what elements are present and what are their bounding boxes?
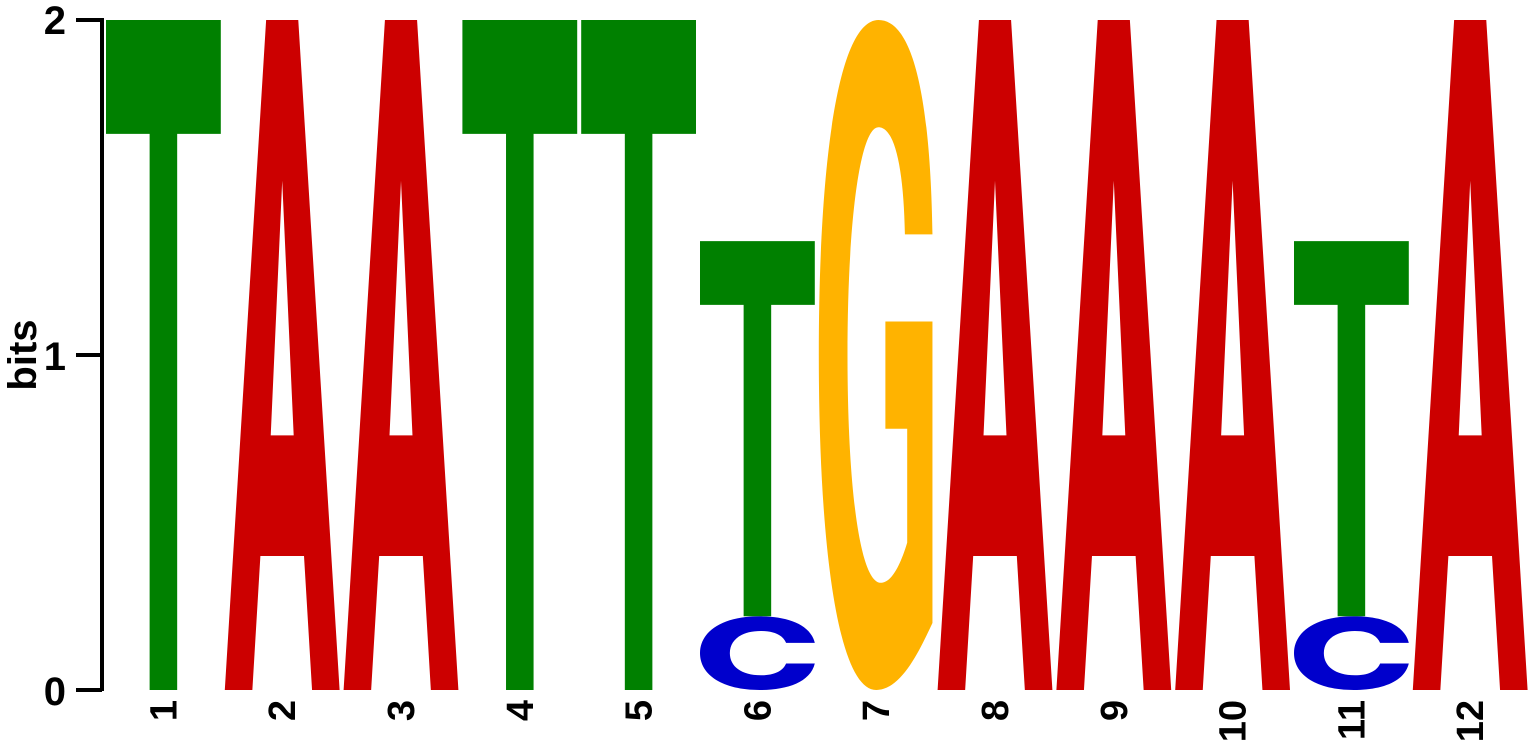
position-label-4: 4: [500, 700, 542, 721]
y-tick-label-2: 2: [44, 0, 66, 43]
letter-T-pos-11: [1294, 241, 1409, 617]
letter-A-pos-3: [343, 20, 459, 690]
position-label-2: 2: [262, 700, 304, 721]
letter-T-pos-6: [700, 241, 815, 617]
letter-A-pos-8: [937, 20, 1053, 690]
letter-T-pos-1: [106, 20, 221, 690]
letter-A-pos-10: [1175, 20, 1290, 690]
y-axis: 2 1 0 bits: [1, 0, 104, 714]
letter-A-pos-12: [1412, 20, 1528, 690]
position-label-10: 10: [1213, 700, 1255, 742]
position-label-7: 7: [856, 700, 898, 721]
position-label-11: 11: [1331, 700, 1373, 740]
position-label-5: 5: [619, 700, 661, 721]
letter-T-pos-4: [462, 20, 578, 690]
letter-T-pos-5: [581, 20, 696, 690]
letter-G-pos-7: [818, 20, 933, 690]
position-label-6: 6: [737, 700, 779, 721]
y-axis-label: bits: [1, 319, 45, 390]
y-tick-label-0: 0: [44, 670, 66, 714]
letter-A-pos-9: [1056, 20, 1172, 690]
position-label-1: 1: [143, 700, 185, 721]
letter-A-pos-2: [224, 20, 340, 690]
position-label-12: 12: [1450, 700, 1492, 742]
position-label-3: 3: [381, 700, 423, 721]
position-label-8: 8: [975, 700, 1017, 721]
position-labels: 1 2 3 4 5 6 7 8 9 10 11 12: [143, 700, 1492, 742]
position-label-9: 9: [1094, 700, 1136, 721]
logo-letters: [106, 20, 1528, 690]
letter-C-pos-6: [700, 616, 815, 690]
y-tick-label-1: 1: [44, 335, 66, 379]
letter-C-pos-11: [1294, 616, 1409, 690]
